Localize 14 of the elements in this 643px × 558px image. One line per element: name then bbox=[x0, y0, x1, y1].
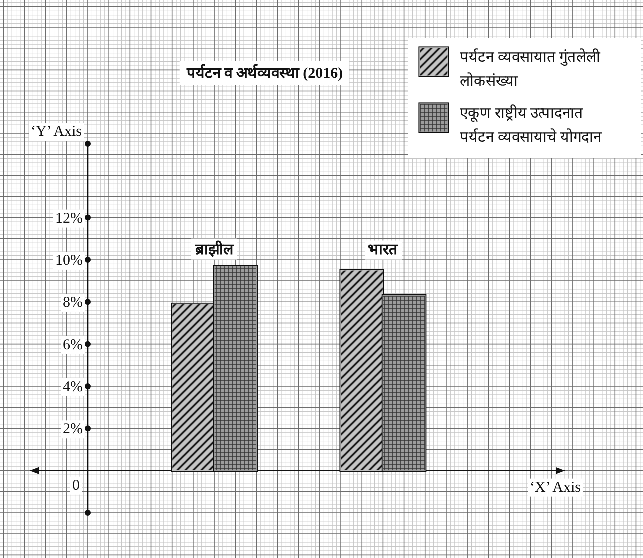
chart-title: पर्यटन व अर्थव्यवस्था (2016) bbox=[186, 64, 344, 82]
legend-label: पर्यटन व्यवसायात गुंतलेली लोकसंख्या bbox=[460, 48, 602, 90]
x-tick-label: भारत bbox=[368, 242, 400, 258]
y-tick-label: 8% bbox=[63, 295, 83, 312]
annotation: 0 bbox=[72, 478, 80, 494]
y-tick-label: 6% bbox=[63, 337, 83, 354]
y-axis-title: ‘Y’ Axis bbox=[31, 124, 82, 140]
legend-label: एकूण राष्ट्रीय उत्पादनात पर्यटन व्यवसायाचे योगदान bbox=[460, 104, 602, 146]
y-tick-label: 12% bbox=[56, 210, 83, 227]
y-tick-label: 10% bbox=[56, 252, 83, 269]
x-axis-title: ‘X’ Axis bbox=[530, 480, 582, 496]
y-tick-label: 4% bbox=[63, 379, 83, 396]
x-tick-label: ब्राझील bbox=[194, 240, 235, 258]
y-tick-label: 2% bbox=[63, 422, 83, 438]
